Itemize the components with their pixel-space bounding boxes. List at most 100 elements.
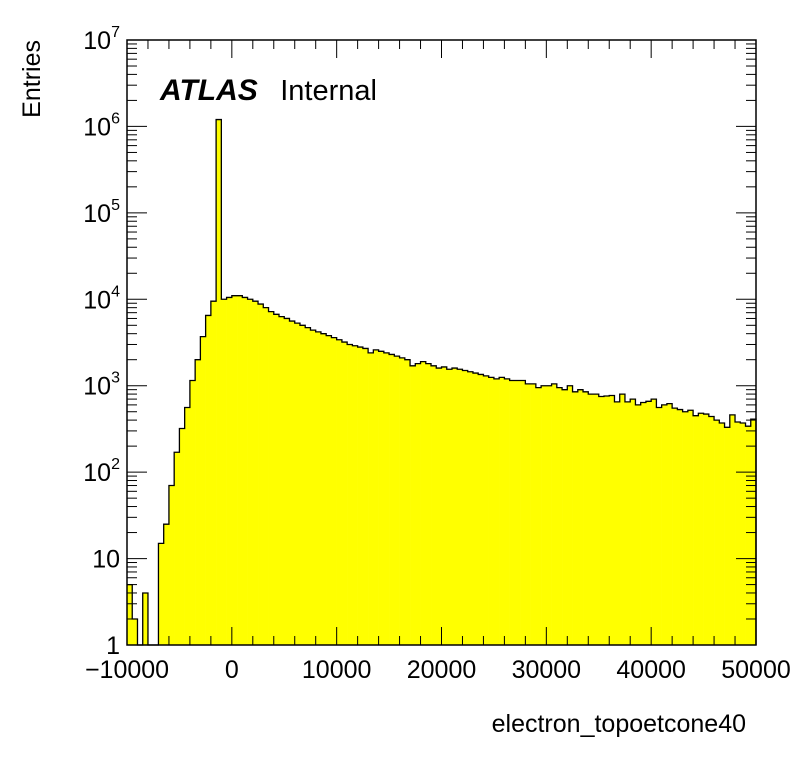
histogram-bin — [179, 428, 185, 645]
histogram-bin — [656, 407, 662, 645]
histogram-bin — [530, 383, 537, 645]
histogram-bin — [572, 391, 579, 645]
histogram-bin — [263, 307, 269, 645]
histogram-bin — [520, 380, 526, 645]
y-tick-exponent: 6 — [111, 110, 120, 127]
histogram-bin — [630, 399, 636, 645]
y-tick-base: 10 — [83, 459, 111, 487]
histogram-bin — [378, 351, 385, 645]
histogram-bin — [583, 391, 589, 645]
histogram-bars — [127, 118, 757, 646]
histogram-bin — [383, 352, 390, 645]
histogram-bin — [368, 352, 374, 645]
histogram-bin — [299, 325, 306, 645]
histogram-bin — [294, 323, 301, 645]
histogram-bin — [347, 344, 353, 645]
atlas-label-internal: Internal — [280, 75, 377, 107]
histogram-bin — [221, 299, 227, 645]
histogram-bin — [326, 335, 332, 645]
y-axis-title: Entries — [18, 40, 46, 118]
histogram-bin — [467, 371, 474, 645]
histogram-bin — [745, 426, 752, 645]
histogram-bin — [488, 377, 495, 645]
y-tick-base: 10 — [83, 113, 111, 141]
y-tick-exponent: 3 — [111, 370, 120, 387]
histogram-bin — [279, 316, 285, 645]
histogram-bin — [420, 361, 427, 645]
histogram-bin — [305, 327, 311, 645]
histogram-bin — [163, 524, 170, 645]
histogram-bin — [315, 331, 322, 645]
y-tick-exponent: 2 — [111, 456, 120, 473]
histogram-bin — [200, 336, 206, 645]
axis-ticks — [126, 39, 757, 646]
histogram-bin — [216, 119, 222, 645]
histogram-bin — [551, 383, 558, 645]
x-axis-title: electron_topoetcone40 — [492, 710, 746, 738]
y-tick-exponent: 7 — [111, 24, 120, 41]
y-tick-exponent: 4 — [111, 283, 120, 300]
histogram-bin — [258, 304, 264, 645]
histogram-bin — [556, 387, 563, 645]
x-tick-label: 0 — [225, 656, 239, 684]
histogram-bin — [189, 380, 196, 645]
histogram-bin — [446, 369, 453, 645]
histogram-bin — [142, 592, 149, 645]
histogram-bin — [708, 416, 715, 645]
histogram-bin — [645, 401, 652, 645]
histogram-bin — [373, 349, 379, 645]
histogram-outline — [127, 118, 757, 646]
histogram-bin — [614, 401, 621, 645]
histogram-bin — [635, 404, 641, 645]
histogram-bin — [268, 311, 275, 645]
histogram-bin — [410, 365, 416, 645]
histogram-bin — [273, 314, 280, 645]
histogram-bin — [514, 380, 521, 645]
y-tick-exponent: 5 — [111, 197, 120, 214]
atlas-label: ATLAS Internal — [159, 74, 377, 107]
histogram-bin — [541, 385, 547, 645]
histogram-bin — [525, 383, 531, 645]
x-tick-label: −10000 — [85, 656, 169, 684]
x-tick-label: 40000 — [616, 656, 686, 684]
histogram-bin — [336, 339, 343, 645]
histogram-bin — [603, 396, 610, 645]
histogram-bin — [331, 337, 337, 645]
histogram-bin — [252, 301, 259, 645]
y-tick-label: 105 — [83, 197, 120, 228]
histogram-bin — [562, 389, 568, 645]
histogram-bin — [724, 427, 731, 645]
histogram-bin — [546, 385, 552, 645]
histogram-bin — [483, 375, 489, 645]
histogram-bin — [436, 368, 442, 645]
histogram-bin — [158, 543, 164, 645]
histogram-bin — [389, 354, 395, 645]
y-tick-base: 10 — [83, 286, 111, 314]
histogram-bin — [195, 359, 201, 645]
histogram-bin — [457, 369, 463, 645]
y-tick-base: 10 — [83, 373, 111, 401]
histogram-bin — [205, 315, 212, 645]
histogram-bin — [535, 387, 542, 645]
histogram-bin — [242, 297, 248, 645]
histogram-bin — [168, 485, 175, 645]
histogram-bin — [698, 413, 704, 645]
y-tick-label: 102 — [83, 456, 120, 487]
histogram-bin — [320, 333, 327, 645]
atlas-label-bold: ATLAS — [159, 74, 258, 107]
histogram-bin — [687, 410, 694, 645]
histogram-bin — [451, 368, 458, 645]
histogram-bin — [289, 321, 296, 645]
histogram-bin — [394, 356, 400, 645]
histogram-bin — [651, 399, 657, 645]
x-tick-label: 10000 — [302, 656, 372, 684]
histogram-bin — [624, 401, 631, 645]
histogram-bin — [132, 618, 138, 645]
histogram-bin — [677, 409, 683, 645]
histogram-bin — [431, 365, 437, 645]
histogram-bin — [504, 378, 510, 645]
histogram-bin — [619, 394, 626, 645]
histogram-bin — [729, 414, 736, 645]
histogram-bin — [472, 373, 479, 645]
histogram-bin — [226, 297, 233, 645]
